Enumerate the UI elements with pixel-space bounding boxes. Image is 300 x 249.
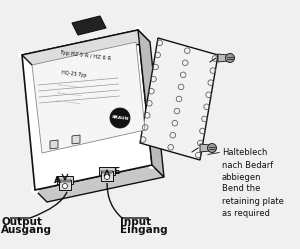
Text: A: A — [53, 176, 61, 185]
Circle shape — [208, 143, 217, 152]
Text: ────────────: ──────────── — [55, 99, 81, 107]
Polygon shape — [59, 180, 71, 190]
Text: Eingang: Eingang — [120, 225, 168, 235]
Polygon shape — [218, 54, 228, 62]
Circle shape — [31, 186, 39, 194]
Text: Halteblech
nach Bedarf
abbiegen: Halteblech nach Bedarf abbiegen — [222, 148, 273, 182]
Text: Ausgang: Ausgang — [1, 225, 52, 235]
Polygon shape — [99, 167, 115, 175]
Polygon shape — [101, 171, 113, 173]
Polygon shape — [200, 144, 210, 152]
Text: E: E — [113, 167, 119, 176]
Circle shape — [104, 175, 110, 180]
Text: ────────────: ──────────── — [56, 91, 82, 99]
Polygon shape — [59, 180, 71, 182]
Text: HQ-25 Typ: HQ-25 Typ — [61, 70, 87, 78]
Circle shape — [18, 51, 26, 59]
Circle shape — [62, 184, 68, 188]
Polygon shape — [101, 171, 113, 181]
Polygon shape — [72, 135, 80, 144]
Polygon shape — [138, 30, 164, 177]
Text: Output: Output — [1, 217, 42, 227]
Polygon shape — [22, 30, 152, 190]
Circle shape — [134, 26, 142, 34]
Text: Typ HZ 5 R / HZ 6 R: Typ HZ 5 R / HZ 6 R — [60, 50, 112, 62]
Polygon shape — [140, 38, 218, 160]
Text: Input: Input — [120, 217, 151, 227]
Polygon shape — [35, 165, 164, 202]
Polygon shape — [72, 16, 106, 35]
Polygon shape — [57, 176, 73, 184]
Text: BRAUN: BRAUN — [111, 115, 129, 121]
Polygon shape — [22, 30, 150, 67]
Polygon shape — [32, 42, 145, 153]
Text: ────────────: ──────────── — [57, 83, 83, 91]
Circle shape — [148, 161, 156, 169]
Circle shape — [226, 54, 235, 62]
Circle shape — [110, 108, 130, 128]
Polygon shape — [50, 140, 58, 149]
Text: Bend the
retaining plate
as required: Bend the retaining plate as required — [222, 184, 284, 218]
